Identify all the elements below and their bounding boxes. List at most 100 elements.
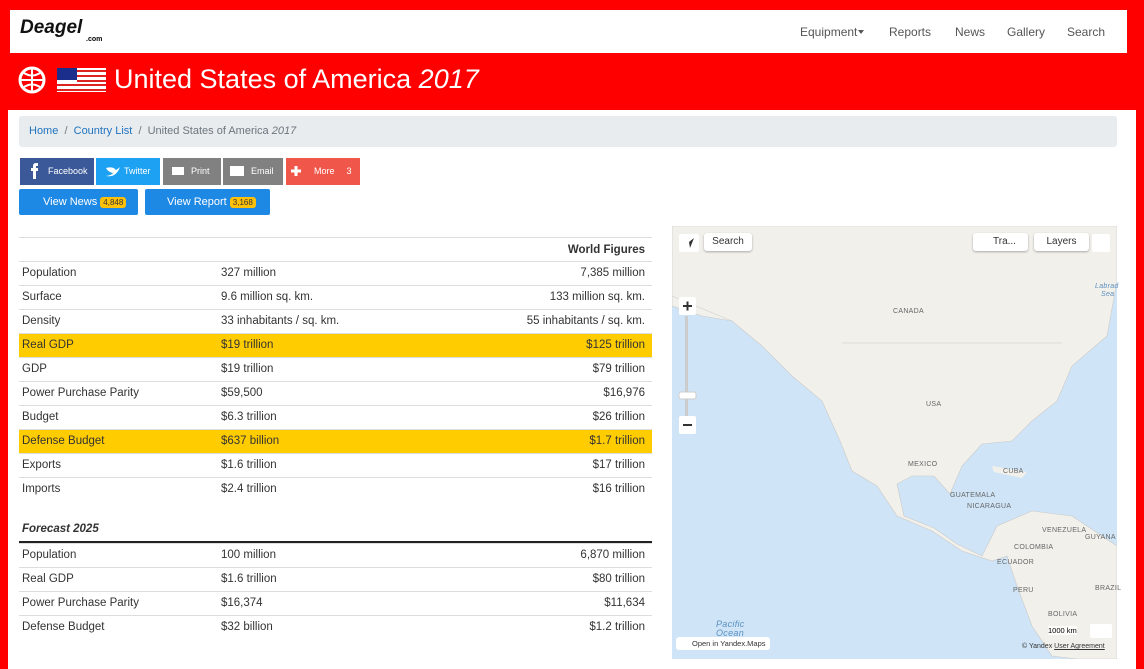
navbar [10,10,1127,53]
row-value: $2.4 trillion [221,483,277,495]
row-world: $79 trillion [592,363,645,375]
row-label: Exports [22,459,61,471]
label: Print [191,166,210,176]
row-value: 9.6 million sq. km. [221,291,314,303]
table-row: Population 100 million 6,870 million [19,543,652,567]
view-news-button[interactable]: View News 4,848 [19,189,138,215]
row-label: Population [22,267,77,279]
map-label: BOLIVIA [1048,611,1078,618]
count: 3 [346,166,352,176]
page-title: United States of America 2017 [114,64,479,95]
row-world: $80 trillion [592,573,645,585]
row-label: Power Purchase Parity [22,387,139,399]
row-label: Imports [22,483,61,495]
row-value: 100 million [221,549,276,561]
breadcrumb [19,116,1117,147]
map-label: ECUADOR [997,559,1035,566]
row-world: $125 trillion [586,339,645,351]
open-yandex[interactable]: Open in Yandex.Maps [676,637,770,650]
map-scale: 1000 km [1048,626,1077,635]
nav-search[interactable]: Search [1067,25,1106,39]
row-world: $11,634 [604,597,645,609]
label: More [314,166,335,176]
map-traffic[interactable]: Tra... [973,233,1028,251]
map-layers[interactable]: Layers [1034,233,1089,251]
caret [858,30,864,34]
map[interactable] [672,226,1117,659]
row-world: 55 inhabitants / sq. km. [526,315,645,327]
label: Email [251,166,274,176]
row-label: GDP [22,363,47,375]
row-value: $1.6 trillion [221,573,277,585]
crumb-year: 2017 [271,125,297,137]
agreement[interactable]: User Agreement [1054,643,1105,650]
row-world: 6,870 million [580,549,645,561]
table-row: Budget $6.3 trillion $26 trillion [19,405,652,429]
row-label: Defense Budget [22,435,105,447]
crumb[interactable]: Home [29,125,59,137]
map-label: GUYANA [1085,534,1116,541]
label: Twitter [124,166,151,176]
nav-gallery[interactable]: Gallery [1007,25,1046,39]
map-label: VENEZUELA [1042,527,1087,534]
map-label: NICARAGUA [967,503,1012,510]
header-icons [18,66,106,94]
title-year: 2017 [418,64,479,94]
share-twitter[interactable]: Twitter [96,158,160,185]
label: Facebook [48,166,88,176]
badge: 4,848 [100,197,127,208]
logo[interactable]: Deagel [20,17,83,38]
nav-reports[interactable]: Reports [889,25,932,39]
row-world: $1.7 trillion [589,435,645,447]
map-copyright: © Yandex User Agreement [1022,643,1105,650]
row-label: Real GDP [22,573,74,585]
forecast-title: Forecast 2025 [22,523,99,535]
map-label: MEXICO [908,461,938,468]
row-world: $17 trillion [592,459,645,471]
row-label: Density [22,315,61,327]
nav-news[interactable]: News [955,25,986,39]
row-label: Power Purchase Parity [22,597,139,609]
row-world: 7,385 million [580,267,645,279]
map-label: Labrad [1095,283,1119,290]
row-label: Real GDP [22,339,74,351]
table-row: Real GDP $19 trillion $125 trillion [19,333,652,357]
map-label: GUATEMALA [950,492,996,499]
row-world: $1.2 trillion [589,621,645,633]
table-row: Exports $1.6 trillion $17 trillion [19,453,652,477]
row-value: $16,374 [221,597,263,609]
map-search[interactable]: Search [704,233,752,251]
map-label: BRAZIL [1095,585,1122,592]
table-row: Defense Budget $32 billion $1.2 trillion [19,615,652,639]
row-value: $6.3 trillion [221,411,277,423]
nav-equipment[interactable]: Equipment [800,25,858,39]
map-label: Pacific [716,619,745,629]
row-world: $16 trillion [592,483,645,495]
row-value: $637 billion [221,435,280,447]
table-row: Density 33 inhabitants / sq. km. 55 inhabi… [19,309,652,333]
map-label: COLOMBIA [1014,544,1054,551]
table-row: Power Purchase Parity $16,374 $11,634 [19,591,652,615]
row-world: 133 million sq. km. [549,291,645,303]
view-report-button[interactable]: View Report 3,168 [145,189,270,215]
row-world: $26 trillion [592,411,645,423]
row-label: Population [22,549,77,561]
breadcrumb-items: Home / Country List / United States of A… [29,125,297,137]
logo-sub: .com [86,36,103,43]
title-text: United States of America [114,64,412,94]
map-label: USA [926,401,942,408]
table-row: GDP $19 trillion $79 trillion [19,357,652,381]
crumb-current: United States of America [147,125,269,137]
table-header: World Figures [19,237,652,262]
crumb[interactable]: Country List [73,125,133,137]
share-icons [31,163,301,179]
row-value: $32 billion [221,621,273,633]
map-label: Sea [1101,291,1115,298]
forecast-rule [19,541,652,543]
label: View Report [167,196,227,208]
share-facebook[interactable]: Facebook [20,158,94,185]
row-label: Defense Budget [22,621,105,633]
row-value: 33 inhabitants / sq. km. [221,315,340,327]
table-row: Defense Budget $637 billion $1.7 trillion [19,429,652,453]
